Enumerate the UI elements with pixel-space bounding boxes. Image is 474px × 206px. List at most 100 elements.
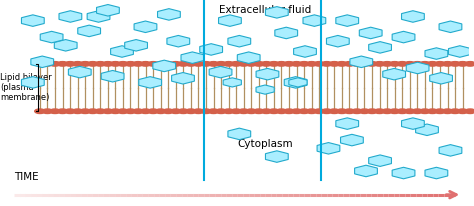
Polygon shape [439,145,462,156]
Polygon shape [256,68,279,80]
Polygon shape [401,118,424,129]
Circle shape [65,109,75,114]
Polygon shape [425,167,448,179]
Circle shape [435,62,445,66]
Circle shape [299,62,309,66]
Polygon shape [256,85,274,94]
Circle shape [269,62,279,66]
Circle shape [178,109,189,114]
Circle shape [419,109,430,114]
Polygon shape [59,11,82,22]
Circle shape [276,109,287,114]
Circle shape [329,109,339,114]
Circle shape [419,62,430,66]
Circle shape [103,62,113,66]
Polygon shape [369,42,392,53]
Circle shape [140,109,151,114]
Circle shape [148,62,158,66]
Circle shape [292,62,302,66]
Circle shape [201,62,211,66]
Circle shape [57,109,68,114]
Circle shape [314,62,324,66]
Polygon shape [223,78,241,87]
Circle shape [125,109,136,114]
Polygon shape [293,46,316,57]
Circle shape [133,62,143,66]
Circle shape [231,109,241,114]
Polygon shape [327,35,349,47]
Circle shape [125,62,136,66]
Circle shape [261,109,272,114]
Polygon shape [355,165,377,177]
Polygon shape [265,7,288,18]
Circle shape [246,62,256,66]
Polygon shape [317,143,340,154]
Circle shape [352,109,362,114]
Circle shape [427,109,438,114]
Circle shape [352,62,362,66]
Circle shape [284,109,294,114]
Circle shape [450,109,460,114]
Circle shape [307,109,317,114]
Circle shape [465,109,474,114]
Circle shape [238,62,249,66]
Polygon shape [125,40,147,51]
Polygon shape [275,27,298,39]
Circle shape [374,62,385,66]
Circle shape [140,62,151,66]
Circle shape [42,109,53,114]
Polygon shape [448,46,471,57]
Polygon shape [336,15,359,26]
Circle shape [223,109,234,114]
Circle shape [110,109,120,114]
Circle shape [382,62,392,66]
Polygon shape [392,167,415,179]
Circle shape [186,109,196,114]
Circle shape [163,62,173,66]
Polygon shape [110,46,133,57]
Circle shape [405,109,415,114]
Circle shape [42,62,53,66]
Polygon shape [139,77,162,88]
Circle shape [95,62,105,66]
Polygon shape [78,25,100,37]
Circle shape [412,109,422,114]
Polygon shape [55,40,77,51]
Polygon shape [303,15,326,26]
Circle shape [80,109,91,114]
Circle shape [457,109,468,114]
Circle shape [276,62,287,66]
Polygon shape [284,77,307,88]
Polygon shape [430,73,453,84]
Circle shape [50,109,60,114]
Circle shape [299,109,309,114]
Circle shape [390,62,400,66]
Circle shape [155,62,166,66]
Circle shape [344,62,355,66]
Text: TIME: TIME [14,172,39,182]
Circle shape [397,62,407,66]
Circle shape [261,62,272,66]
Circle shape [337,62,347,66]
Polygon shape [87,11,110,22]
Circle shape [465,62,474,66]
Circle shape [231,62,241,66]
Polygon shape [369,155,392,166]
Circle shape [442,109,453,114]
Circle shape [103,109,113,114]
Circle shape [118,62,128,66]
Circle shape [110,62,120,66]
Text: Cytoplasm: Cytoplasm [237,139,293,149]
Polygon shape [439,21,462,33]
Polygon shape [157,9,180,20]
Circle shape [148,109,158,114]
Polygon shape [97,5,119,16]
Circle shape [374,109,385,114]
Circle shape [118,109,128,114]
Circle shape [344,109,355,114]
Circle shape [238,109,249,114]
Text: Lipid bilayer
(plasma
membrane): Lipid bilayer (plasma membrane) [0,73,52,102]
Circle shape [269,109,279,114]
Polygon shape [228,35,251,47]
Circle shape [397,109,407,114]
